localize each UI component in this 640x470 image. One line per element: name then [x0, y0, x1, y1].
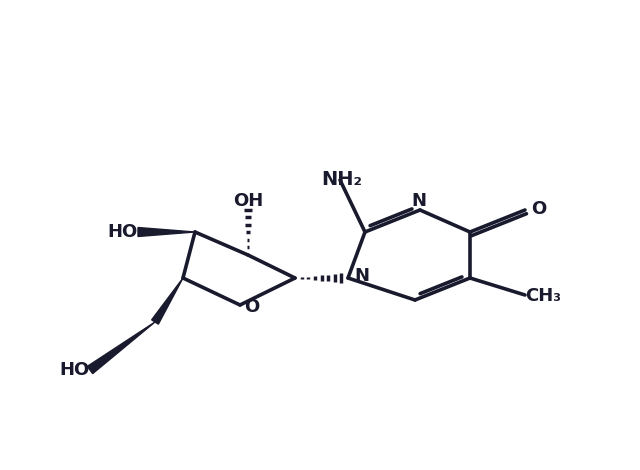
Polygon shape	[87, 322, 155, 374]
Text: CH₃: CH₃	[525, 287, 561, 305]
Polygon shape	[138, 227, 195, 236]
Text: HO: HO	[59, 361, 89, 379]
Text: N: N	[355, 267, 369, 285]
Text: N: N	[412, 192, 426, 210]
Polygon shape	[152, 278, 183, 324]
Text: OH: OH	[233, 192, 263, 210]
Text: HO: HO	[107, 223, 137, 241]
Text: NH₂: NH₂	[321, 170, 362, 188]
Text: O: O	[244, 298, 260, 316]
Text: O: O	[531, 200, 547, 218]
